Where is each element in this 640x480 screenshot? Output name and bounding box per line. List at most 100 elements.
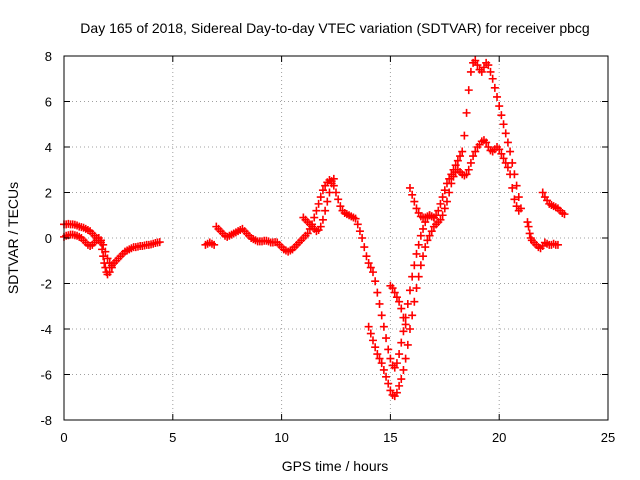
data-point xyxy=(392,293,401,302)
data-point xyxy=(375,299,384,308)
data-point xyxy=(421,243,430,252)
data-point xyxy=(427,227,436,236)
data-point xyxy=(403,340,412,349)
data-point xyxy=(512,181,521,190)
data-point xyxy=(416,261,425,270)
data-point xyxy=(514,206,523,215)
data-point xyxy=(401,354,410,363)
data-point xyxy=(405,325,414,333)
data-point xyxy=(449,172,458,181)
data-point xyxy=(471,147,480,156)
data-point xyxy=(336,202,345,211)
data-point xyxy=(364,259,373,268)
data-point xyxy=(366,263,375,272)
data-point xyxy=(395,381,404,390)
data-point xyxy=(379,365,388,374)
data-point xyxy=(358,234,367,242)
data-point xyxy=(401,320,410,329)
data-point xyxy=(440,204,449,213)
data-point xyxy=(524,222,533,231)
data-point xyxy=(484,61,493,70)
data-point xyxy=(101,247,110,256)
data-point xyxy=(103,254,112,263)
data-point xyxy=(442,197,451,206)
data-point xyxy=(506,147,515,156)
data-point xyxy=(471,56,480,65)
data-points xyxy=(60,56,569,401)
data-point xyxy=(486,67,495,76)
data-point xyxy=(399,327,408,336)
data-point xyxy=(397,375,406,384)
data-point xyxy=(458,147,467,156)
data-point xyxy=(99,240,108,249)
data-point xyxy=(375,354,384,363)
data-point xyxy=(434,206,443,215)
data-point xyxy=(469,152,478,161)
x-tick-label: 0 xyxy=(60,430,67,445)
data-point xyxy=(499,120,508,129)
data-point xyxy=(384,345,393,354)
data-point xyxy=(501,158,510,167)
data-point xyxy=(107,261,116,270)
data-point xyxy=(414,272,423,281)
axis-ticks: 0 5 10 15 20 25 -8 -6 -4 -2 0 2 4 6 8 xyxy=(40,49,615,445)
data-point xyxy=(506,170,515,179)
data-point xyxy=(423,236,432,245)
data-point xyxy=(499,154,508,163)
data-point xyxy=(414,240,423,249)
data-point xyxy=(395,350,404,359)
data-point xyxy=(392,359,401,368)
y-tick-label: -4 xyxy=(40,322,52,337)
x-tick-label: 15 xyxy=(383,430,397,445)
data-point xyxy=(497,111,506,120)
data-point xyxy=(503,138,512,147)
data-point xyxy=(395,297,404,306)
data-point xyxy=(466,158,475,167)
y-tick-label: 4 xyxy=(45,140,52,155)
data-point xyxy=(508,183,517,192)
data-point xyxy=(329,174,338,183)
data-point xyxy=(408,311,417,320)
data-point xyxy=(482,138,491,147)
data-point xyxy=(371,277,380,286)
data-point xyxy=(303,229,312,238)
data-point xyxy=(318,215,327,224)
data-point xyxy=(553,240,562,249)
y-tick-label: -6 xyxy=(40,368,52,383)
data-point xyxy=(384,379,393,388)
data-point xyxy=(316,222,325,231)
data-point xyxy=(410,297,419,306)
data-point xyxy=(351,214,360,223)
data-point xyxy=(419,252,428,261)
data-point xyxy=(353,220,362,229)
data-point xyxy=(456,152,465,161)
grid-lines xyxy=(64,56,608,420)
data-point xyxy=(464,86,473,95)
data-point xyxy=(388,284,397,293)
data-point xyxy=(312,206,321,215)
data-point xyxy=(466,67,475,76)
data-point xyxy=(512,202,521,211)
data-point xyxy=(490,83,499,92)
data-point xyxy=(334,195,343,204)
data-point xyxy=(155,238,164,247)
data-point xyxy=(392,388,401,397)
data-point xyxy=(99,252,108,261)
y-tick-label: -8 xyxy=(40,413,52,428)
data-point xyxy=(445,188,454,197)
data-point xyxy=(436,199,445,208)
data-point xyxy=(405,183,414,192)
data-point xyxy=(412,249,421,258)
data-point xyxy=(445,174,454,183)
data-point xyxy=(368,268,377,277)
data-point xyxy=(497,149,506,158)
x-tick-label: 5 xyxy=(169,430,176,445)
data-point xyxy=(210,240,219,249)
data-point xyxy=(360,243,369,252)
x-tick-label: 20 xyxy=(492,430,506,445)
data-point xyxy=(525,229,534,238)
data-point xyxy=(316,193,325,202)
data-point xyxy=(373,288,382,297)
data-point xyxy=(405,286,414,295)
data-point xyxy=(440,186,449,195)
